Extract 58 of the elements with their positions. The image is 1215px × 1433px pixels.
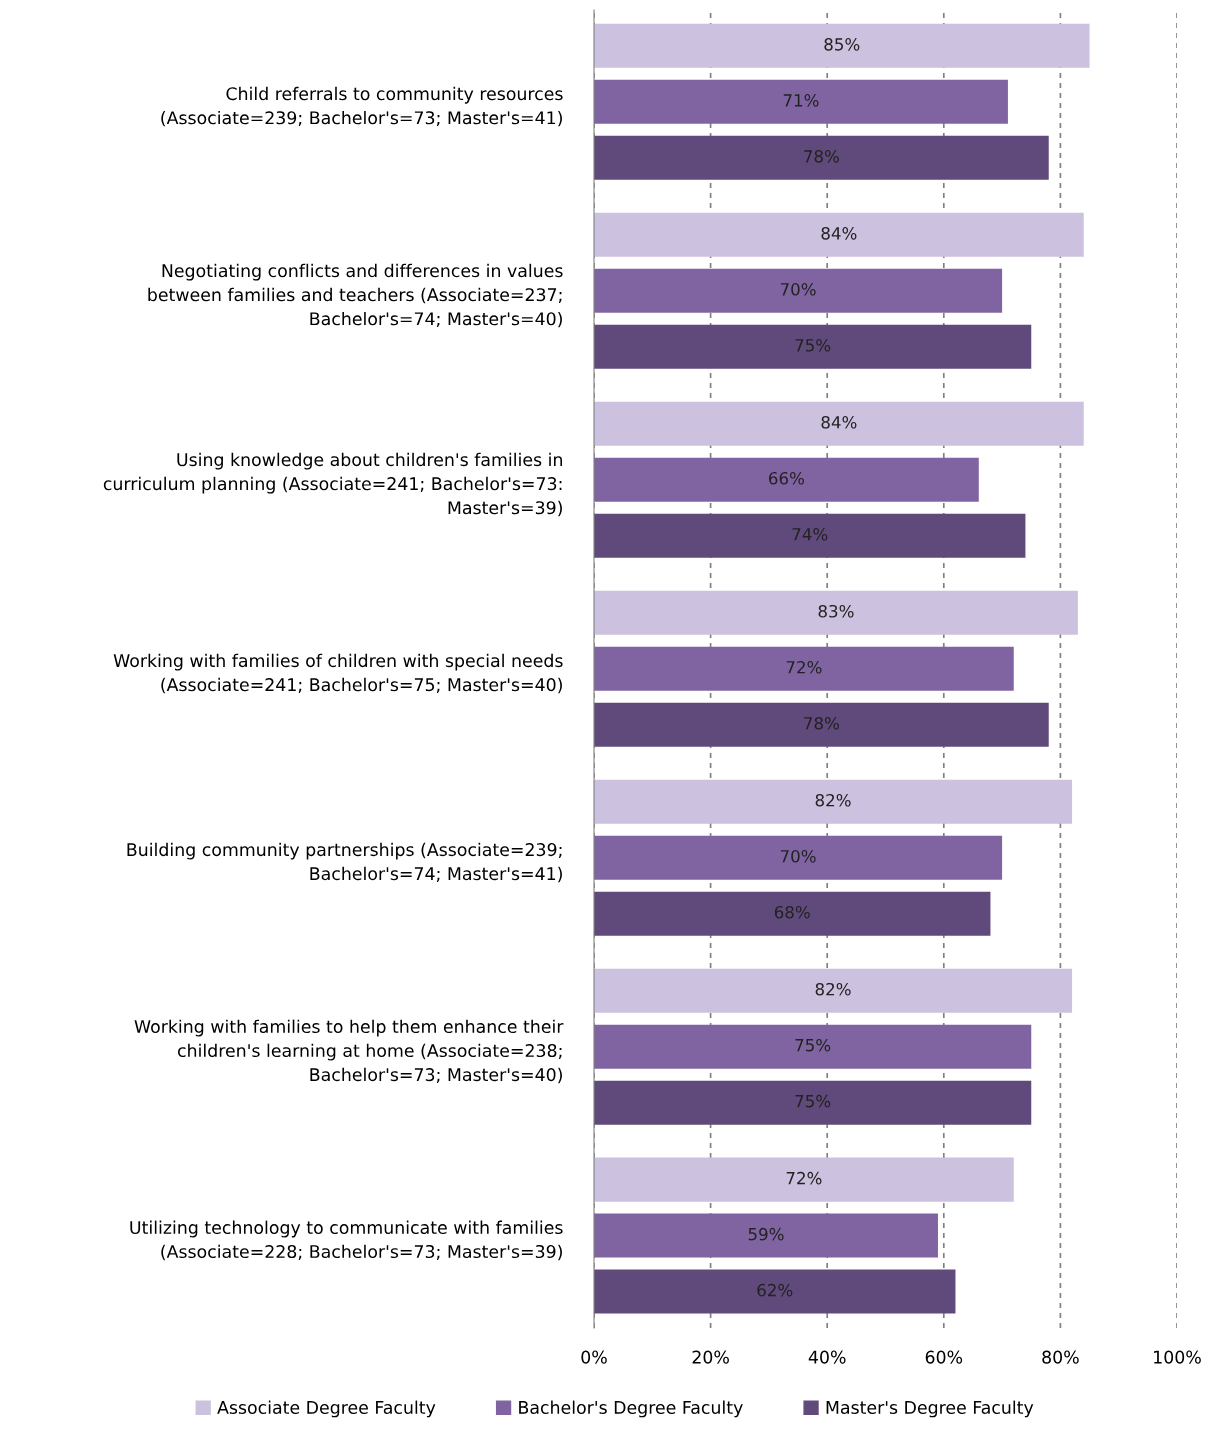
data-label: 70% xyxy=(780,849,816,863)
data-label: 72% xyxy=(786,660,822,674)
bar xyxy=(594,968,1073,1013)
data-label: 85% xyxy=(824,38,860,51)
data-label: 84% xyxy=(821,227,857,240)
y-tick-label: Using knowledge about children's families in curriculum planning (Associate=241; Bachelor's=73: Master's=39) xyxy=(103,452,562,517)
bar xyxy=(594,1024,1032,1069)
x-tick-label: 80% xyxy=(1042,1350,1079,1364)
data-label: 71% xyxy=(783,94,819,107)
bar xyxy=(594,324,1032,369)
bar xyxy=(594,891,991,936)
bar xyxy=(594,1213,938,1258)
bar xyxy=(594,457,979,502)
data-label: 75% xyxy=(795,339,831,352)
bar xyxy=(594,590,1078,635)
data-label: 82% xyxy=(815,793,851,807)
legend-label: Associate Degree Faculty xyxy=(217,1400,436,1418)
y-tick-label: Negotiating conflicts and differences in values between families and teachers (Associate=237; Bachelor's=74; Master's=40) xyxy=(148,263,563,328)
y-tick-label: Working with families to help them enhance their children's learning at home (Associate=238; Bachelor's=73; Master's=40) xyxy=(134,1019,564,1084)
data-label: 59% xyxy=(748,1227,784,1241)
bar xyxy=(594,401,1084,446)
legend-label: Bachelor's Degree Faculty xyxy=(519,1400,743,1418)
bar xyxy=(594,1269,956,1314)
data-label: 83% xyxy=(818,604,854,618)
bar xyxy=(594,268,1003,313)
y-tick-label: Building community partnerships (Associate=239; Bachelor's=74; Master's=41) xyxy=(127,842,562,883)
bar xyxy=(594,79,1008,124)
data-label: 66% xyxy=(769,471,804,485)
data-label: 68% xyxy=(774,905,810,919)
data-label: 72% xyxy=(786,1171,822,1185)
bar xyxy=(594,1157,1014,1202)
bar xyxy=(594,646,1014,691)
bar xyxy=(594,135,1049,180)
bar xyxy=(594,212,1084,257)
bar xyxy=(594,779,1073,824)
data-label: 84% xyxy=(821,415,857,429)
data-label: 75% xyxy=(795,1038,831,1052)
data-label: 70% xyxy=(780,283,816,296)
bar xyxy=(594,1080,1032,1125)
y-tick-label: Working with families of children with special needs (Associate=241; Bachelor's=75; Master's=40) xyxy=(113,653,563,694)
data-label: 82% xyxy=(815,982,851,996)
data-label: 78% xyxy=(804,716,839,730)
data-label: 62% xyxy=(757,1283,793,1297)
bar xyxy=(594,702,1049,747)
x-tick-label: 20% xyxy=(692,1350,729,1364)
data-label: 74% xyxy=(792,527,828,541)
bar xyxy=(594,23,1090,68)
bar xyxy=(594,835,1003,880)
x-tick-label: 100% xyxy=(1154,1350,1201,1364)
x-tick-label: 60% xyxy=(925,1350,963,1364)
bar xyxy=(594,513,1026,558)
y-tick-label: Utilizing technology to communicate with families (Associate=228; Bachelor's=73; Master's=39) xyxy=(130,1220,563,1261)
legend-label: Master's Degree Faculty xyxy=(826,1400,1034,1418)
data-label: 78% xyxy=(804,150,839,163)
data-label: 75% xyxy=(795,1094,831,1108)
y-tick-label: Child referrals to community resources (Associate=239; Bachelor's=73; Master's=41) xyxy=(161,86,563,127)
x-tick-label: 0% xyxy=(581,1350,607,1364)
x-tick-label: 40% xyxy=(808,1350,846,1364)
